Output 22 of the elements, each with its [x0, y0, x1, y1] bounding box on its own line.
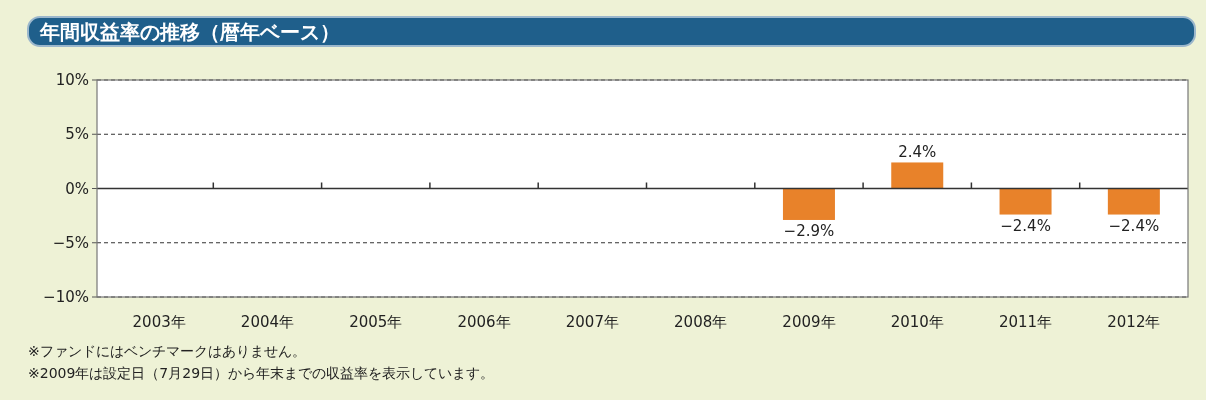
x-tick-label: 2010年: [890, 313, 944, 331]
y-tick-label: 5%: [65, 125, 89, 144]
x-tick-label: 2003年: [132, 313, 186, 331]
y-tick-label: −10%: [43, 288, 89, 306]
data-label: −2.4%: [1108, 216, 1160, 235]
y-tick-label: 0%: [65, 179, 89, 198]
y-tick-label: −5%: [52, 233, 89, 252]
text: ※ファンドにはベンチマークはありません。: [28, 343, 306, 359]
data-label: 2.4%: [898, 143, 937, 162]
x-tick-label: 2004年: [240, 313, 295, 331]
chart-title: 年間収益率の推移（暦年ベース）: [39, 20, 340, 44]
y-tick-label: 10%: [55, 71, 89, 89]
data-label: −2.9%: [783, 221, 835, 240]
x-tick-label: 2012年: [1107, 313, 1161, 331]
text: ※2009年は設定日（7月29日）から年末までの収益率を表示しています。: [28, 365, 495, 381]
x-tick-label: 2007年: [565, 313, 619, 331]
x-tick-label: 2006年: [457, 313, 511, 331]
x-tick-label: 2011年: [998, 313, 1053, 331]
data-label: −2.4%: [1000, 216, 1051, 235]
x-tick-label: 2008年: [674, 313, 728, 331]
x-tick-label: 2009年: [782, 313, 836, 331]
x-tick-label: 2005年: [349, 313, 403, 331]
